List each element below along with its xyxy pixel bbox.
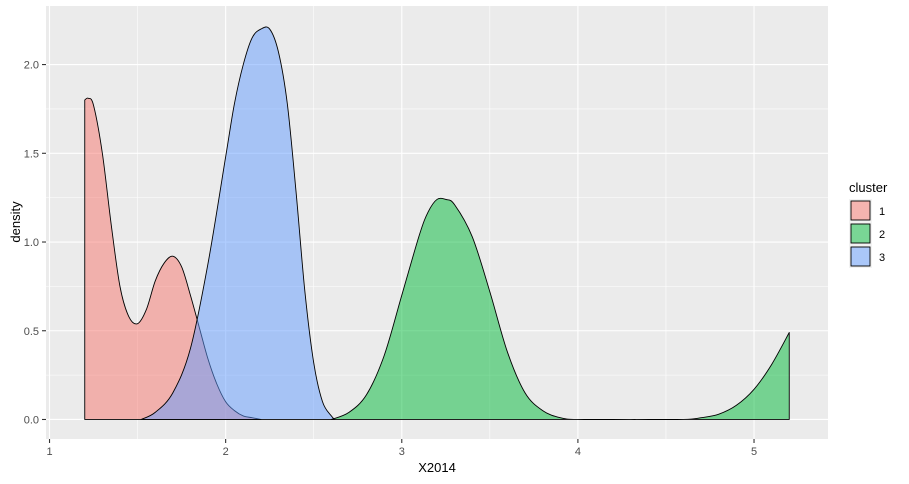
legend-key-cluster-2 <box>850 223 871 244</box>
density-area-cluster-2 <box>330 197 790 421</box>
y-tick-label: 1.0 <box>24 237 39 249</box>
x-tick-label: 4 <box>575 446 581 458</box>
y-tick-label: 2.0 <box>24 60 39 72</box>
legend-label-cluster-1: 1 <box>879 206 885 218</box>
legend-label-cluster-2: 2 <box>879 229 885 241</box>
y-axis: 0.0 0.5 1.0 1.5 2.0 <box>24 60 46 426</box>
legend-key-cluster-3 <box>850 246 871 267</box>
x-axis: 1 2 3 4 5 <box>46 439 757 458</box>
y-axis-title: density <box>8 201 23 243</box>
legend-label-cluster-3: 3 <box>879 252 885 264</box>
series-layer <box>84 26 790 421</box>
y-tick-label: 1.5 <box>24 148 39 160</box>
legend-key-cluster-1 <box>850 200 871 221</box>
y-tick-label: 0.0 <box>24 414 39 426</box>
x-axis-title: X2014 <box>418 460 456 475</box>
x-tick-label: 5 <box>751 446 757 458</box>
y-tick-label: 0.5 <box>24 326 39 338</box>
density-area-cluster-3 <box>140 26 336 420</box>
x-tick-label: 2 <box>223 446 229 458</box>
x-tick-label: 3 <box>399 446 405 458</box>
legend: cluster 1 2 3 <box>849 180 888 268</box>
x-tick-label: 1 <box>46 446 52 458</box>
legend-title: cluster <box>849 180 888 195</box>
